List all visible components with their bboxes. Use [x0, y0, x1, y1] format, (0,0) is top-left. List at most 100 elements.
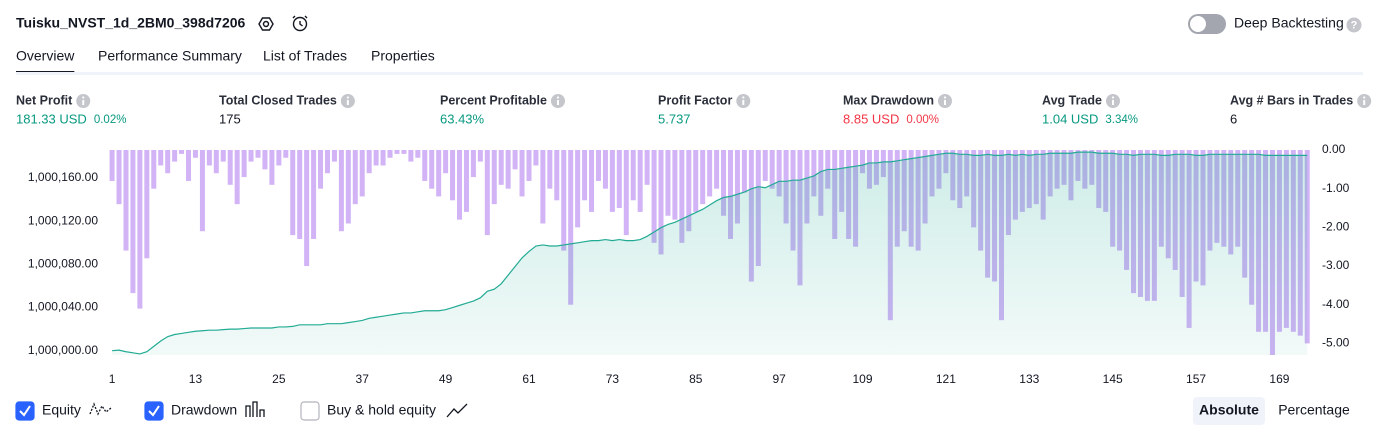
drawdown-bar [373, 150, 379, 166]
checkbox-check [148, 405, 160, 417]
mode-button[interactable]: Percentage [1278, 402, 1350, 418]
drawdown-bar [568, 150, 574, 305]
drawdown-bar [727, 150, 733, 239]
y2-tick-label: -3.00 [1322, 258, 1350, 272]
mode-button[interactable]: Absolute [1199, 402, 1259, 418]
info-icon[interactable] [938, 94, 952, 108]
x-tick-label: 133 [1019, 372, 1039, 386]
checkbox[interactable] [144, 401, 164, 421]
tab[interactable]: List of Trades [263, 48, 347, 64]
checkbox-box [15, 401, 35, 421]
info-dot [1111, 96, 1115, 99]
checkbox[interactable] [300, 401, 320, 421]
info-stem [82, 100, 85, 105]
tab[interactable]: Performance Summary [98, 48, 242, 64]
info-stem [742, 100, 745, 105]
info-dot [556, 96, 560, 99]
drawdown-bar [714, 150, 720, 189]
tab-divider [16, 72, 1363, 75]
tab[interactable]: Overview [16, 48, 75, 64]
drawdown-bar [297, 150, 303, 239]
equity-chart: 1,000,000.00 1,000,040.00 1,000,080.00 1,00… [28, 142, 1350, 386]
drawdown-bar [665, 150, 671, 216]
metric-label: Profit Factor [658, 93, 732, 107]
info-stem [556, 100, 559, 105]
x-tick-label: 121 [936, 372, 956, 386]
drawdown-bar [290, 150, 296, 236]
info-stem [1111, 100, 1114, 105]
info-icon[interactable] [550, 94, 565, 108]
drawdown-bar [734, 150, 740, 224]
x-tick-label: 73 [606, 372, 620, 386]
drawdown-bar [700, 150, 706, 205]
drawdown-bar [408, 150, 414, 162]
drawdown-bar [450, 150, 456, 201]
y-tick-label: 1,000,160.00 [28, 170, 98, 184]
metric-label: Net Profit [16, 93, 73, 107]
help-icon[interactable]: ? [1346, 17, 1362, 33]
settings-icon[interactable] [258, 17, 274, 31]
x-tick-label: 49 [439, 372, 453, 386]
drawdown-bar [554, 150, 560, 201]
drawdown-bar [172, 150, 178, 162]
drawdown-bar [491, 150, 497, 205]
equity-line [112, 151, 1308, 355]
drawdown-bar [623, 150, 629, 236]
drawdown-bar [762, 150, 768, 181]
info-icon[interactable] [340, 94, 355, 108]
checkbox[interactable] [15, 401, 35, 421]
y-tick-label: 1,000,040.00 [28, 300, 98, 314]
info-stem [944, 100, 946, 105]
drawdown-bar [144, 150, 150, 259]
drawdown-bar [158, 150, 164, 166]
drawdown-bar [276, 150, 282, 166]
drawdown-bar [311, 150, 317, 239]
y-tick-label: 1,000,000.00 [28, 343, 98, 357]
drawdown-bar [255, 150, 261, 158]
drawdown-bar [234, 150, 240, 205]
drawdown-bar [338, 150, 344, 232]
drawdown-bar [609, 150, 615, 212]
legend-label[interactable]: Drawdown [171, 402, 237, 418]
checkbox-box [144, 401, 164, 421]
x-tick-label: 25 [272, 372, 286, 386]
info-icon[interactable] [736, 94, 751, 108]
checkbox-check [19, 405, 31, 417]
tab-bar: Overview Performance Summary List of Trade… [16, 48, 435, 74]
drawdown-bar [616, 150, 622, 209]
legend-label[interactable]: Equity [42, 402, 81, 418]
drawdown-bar [672, 150, 678, 220]
alert-icon[interactable] [292, 15, 308, 32]
metrics-row: Net Profit 181.33 USD 0.02% Total Closed Tr… [16, 93, 1372, 126]
info-stem [1363, 100, 1366, 105]
x-tick-label: 169 [1269, 372, 1289, 386]
legend-label[interactable]: Buy & hold equity [327, 402, 436, 418]
x-tick-label: 1 [109, 372, 116, 386]
drawdown-bar [498, 150, 504, 185]
drawdown-bar [630, 150, 636, 201]
tab[interactable]: Properties [371, 48, 435, 64]
equity-area [112, 152, 1308, 355]
drawdown-bar [547, 150, 553, 189]
drawdown-bar [526, 150, 532, 181]
mode-button-bg[interactable] [1193, 397, 1265, 425]
x-tick-label: 37 [356, 372, 370, 386]
info-icon[interactable] [1105, 94, 1120, 108]
y2-tick-label: -5.00 [1322, 336, 1350, 350]
drawdown-bar [269, 150, 275, 185]
drawdown-bar [644, 150, 650, 185]
drawdown-bar [575, 150, 581, 228]
y2-tick-label: -2.00 [1322, 220, 1350, 234]
deep-backtesting-toggle[interactable] [1188, 14, 1226, 34]
info-icon[interactable] [76, 94, 91, 108]
drawdown-bar [484, 150, 490, 236]
info-icon[interactable] [1357, 94, 1372, 108]
x-tick-label: 13 [189, 372, 203, 386]
drawdown-bar [331, 150, 337, 162]
y2-tick-label: -1.00 [1322, 181, 1350, 195]
metric-label: Avg Trade [1042, 93, 1102, 107]
metric-value: 6 [1230, 111, 1237, 126]
legend-icon [245, 401, 265, 417]
drawdown-bar [304, 150, 310, 267]
y2-tick-label: -4.00 [1322, 297, 1350, 311]
